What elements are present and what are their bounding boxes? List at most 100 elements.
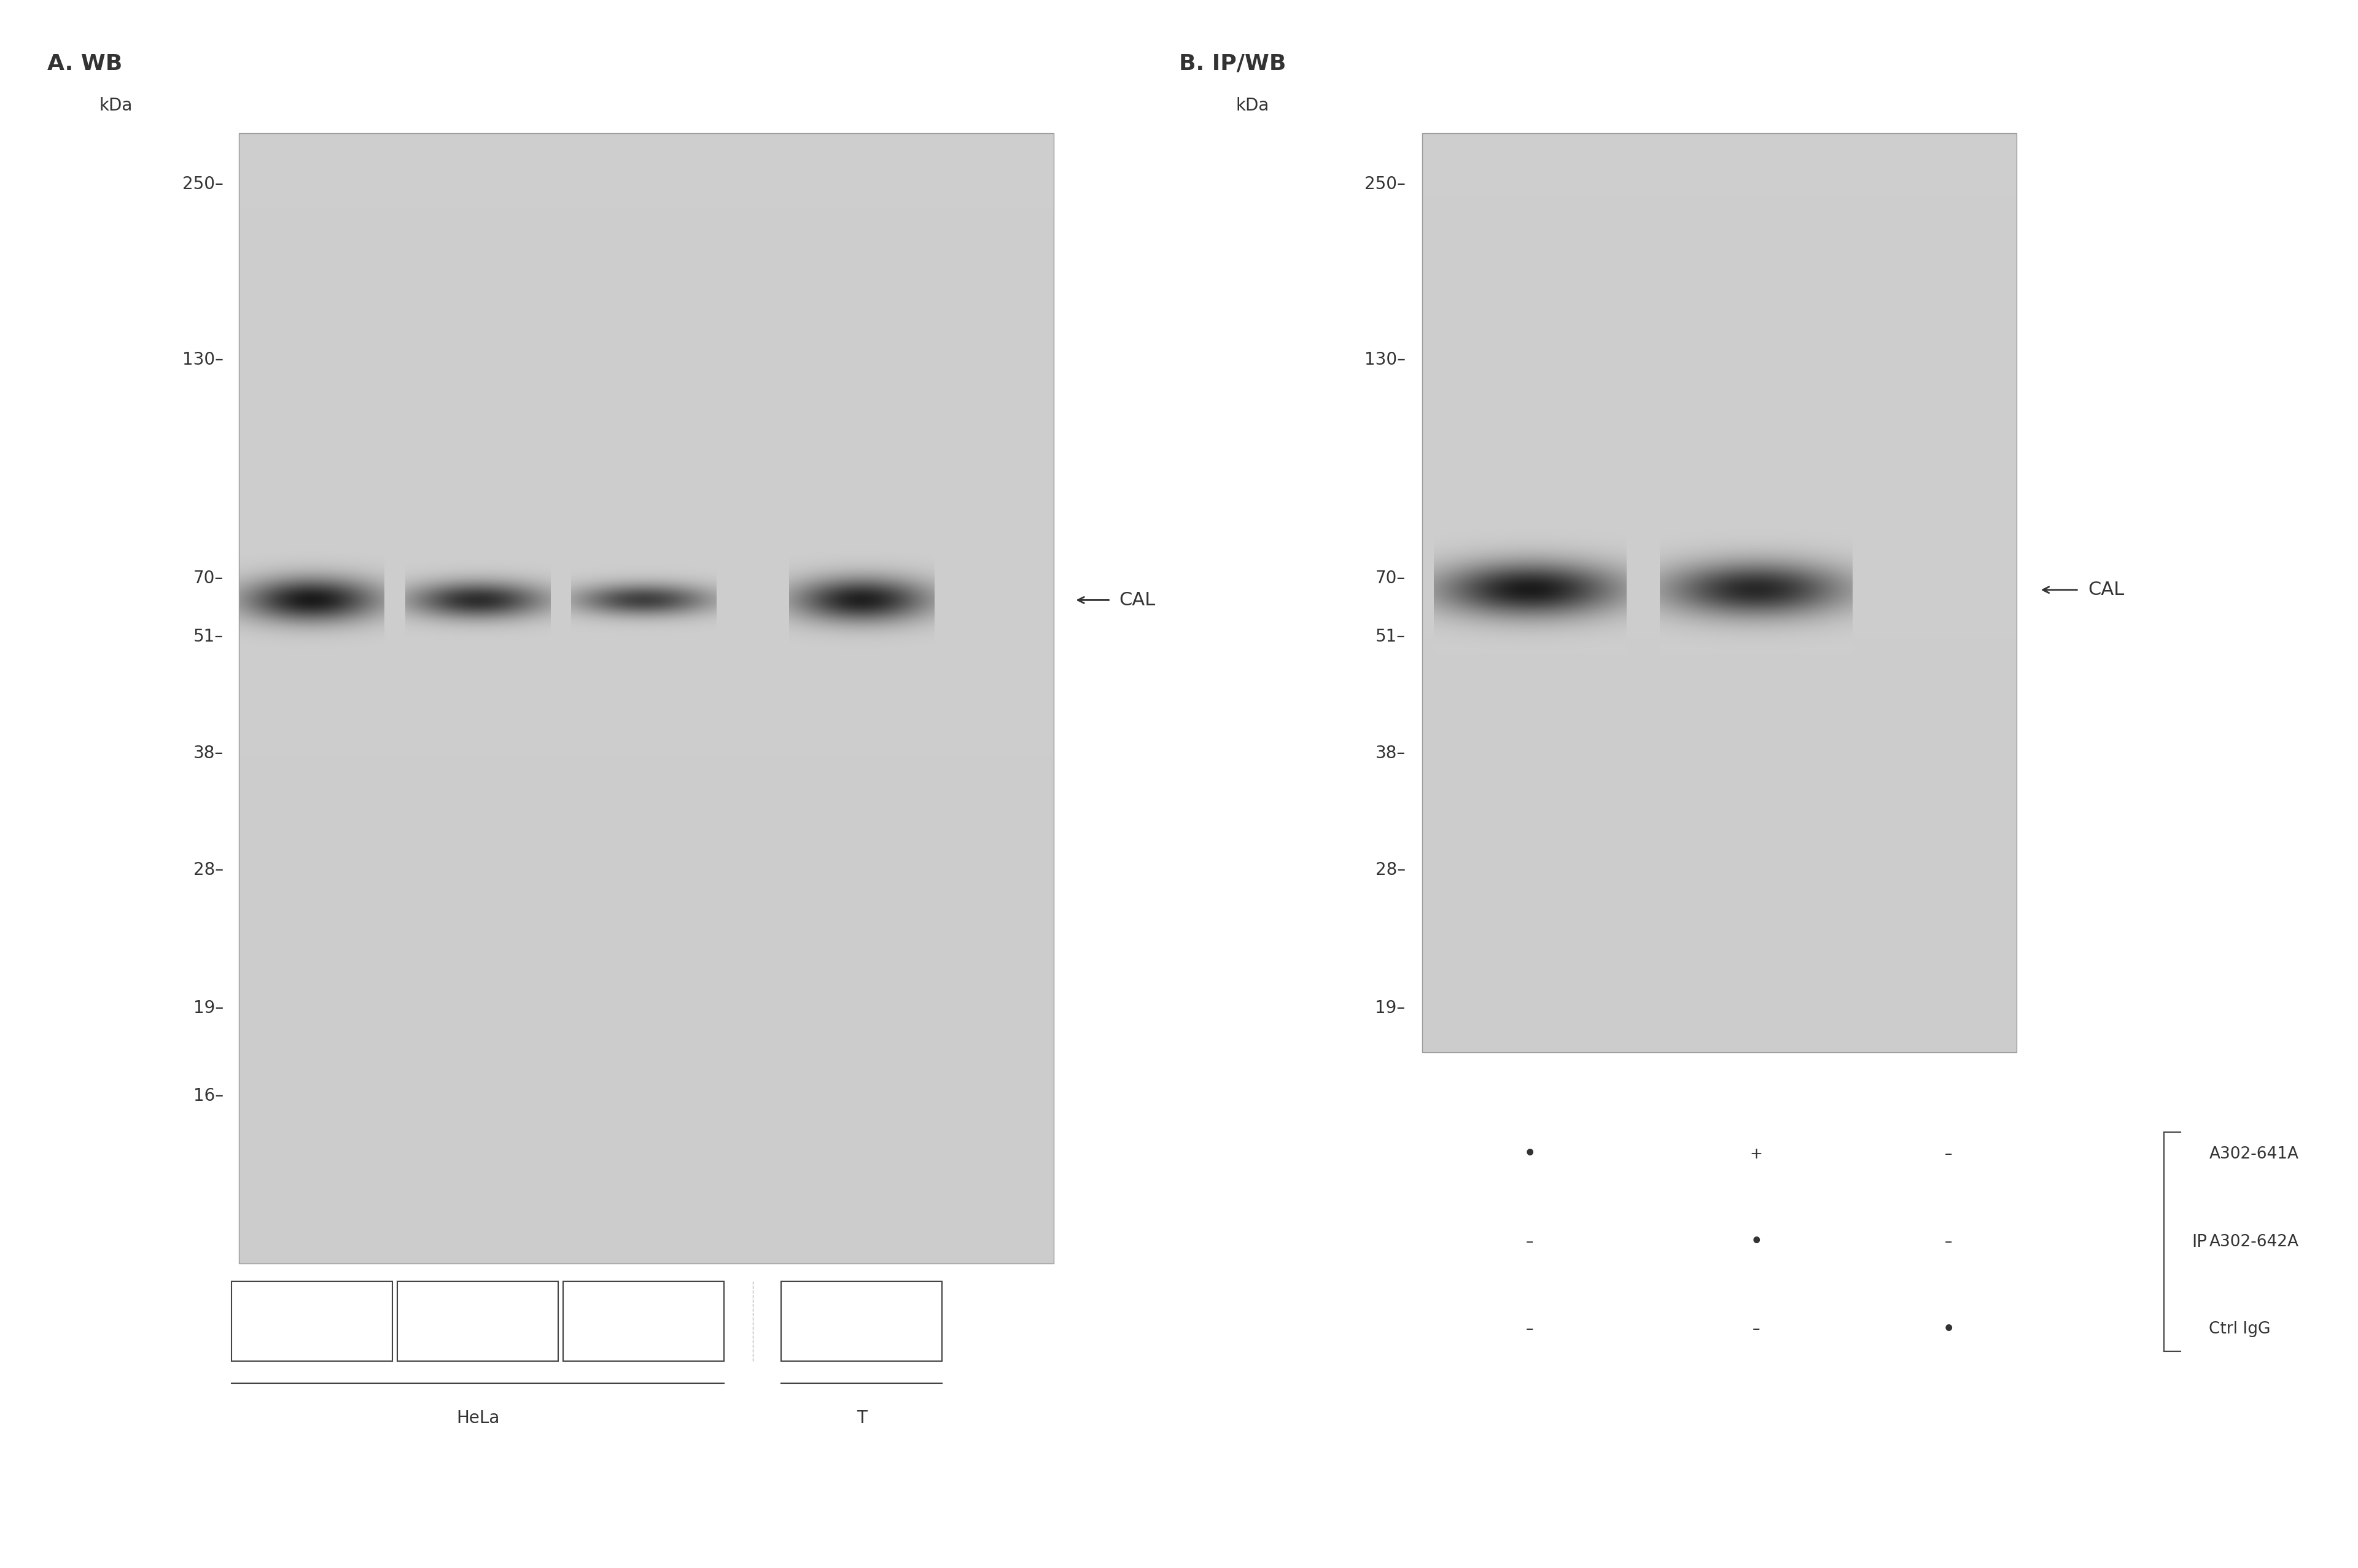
Bar: [1422, 409, 2016, 425]
Bar: [238, 491, 1054, 510]
Bar: [1422, 746, 2016, 760]
Bar: [231, 1281, 391, 1361]
Bar: [1422, 378, 2016, 394]
Bar: [238, 265, 1054, 284]
Bar: [238, 227, 1054, 246]
Text: T: T: [856, 1410, 868, 1427]
Bar: [1422, 960, 2016, 975]
Bar: [238, 1038, 1054, 1057]
Bar: [1422, 133, 2016, 1052]
Text: 28–: 28–: [1375, 861, 1405, 878]
Bar: [238, 775, 1054, 793]
Bar: [1422, 715, 2016, 731]
Bar: [564, 1281, 724, 1361]
Bar: [238, 1113, 1054, 1132]
Bar: [238, 359, 1054, 378]
Bar: [238, 340, 1054, 359]
Bar: [1422, 853, 2016, 869]
Text: 19–: 19–: [193, 1000, 224, 1018]
Bar: [1422, 240, 2016, 256]
Bar: [1422, 731, 2016, 746]
Bar: [238, 416, 1054, 434]
Bar: [238, 547, 1054, 566]
Bar: [1422, 226, 2016, 240]
Bar: [238, 378, 1054, 397]
Bar: [238, 982, 1054, 1000]
Text: 15: 15: [467, 1312, 488, 1330]
Bar: [1422, 760, 2016, 776]
Bar: [1422, 271, 2016, 287]
Bar: [1422, 884, 2016, 898]
Bar: [780, 1281, 943, 1361]
Bar: [238, 850, 1054, 869]
Text: kDa: kDa: [1236, 97, 1269, 114]
Text: 70–: 70–: [1375, 569, 1405, 586]
Bar: [1422, 532, 2016, 547]
Bar: [238, 1019, 1054, 1038]
Text: A. WB: A. WB: [47, 53, 123, 74]
Bar: [1422, 470, 2016, 486]
Bar: [238, 717, 1054, 735]
Text: +: +: [1750, 1146, 1764, 1162]
Bar: [1422, 425, 2016, 439]
Bar: [238, 604, 1054, 622]
Bar: [1422, 486, 2016, 500]
Bar: [238, 622, 1054, 641]
Bar: [1422, 303, 2016, 317]
Bar: [238, 1151, 1054, 1170]
Bar: [1422, 1036, 2016, 1052]
Bar: [1422, 975, 2016, 991]
Text: •: •: [1750, 1232, 1761, 1251]
Bar: [238, 133, 1054, 152]
Bar: [238, 906, 1054, 925]
Text: IP: IP: [2193, 1232, 2207, 1250]
Text: 250–: 250–: [1365, 176, 1405, 193]
Bar: [1422, 914, 2016, 930]
Bar: [1422, 608, 2016, 624]
Text: B. IP/WB: B. IP/WB: [1179, 53, 1285, 74]
Bar: [238, 321, 1054, 340]
Bar: [1422, 699, 2016, 715]
Bar: [1422, 317, 2016, 332]
Bar: [1422, 455, 2016, 470]
Bar: [1422, 348, 2016, 364]
Text: 38–: 38–: [1375, 745, 1405, 762]
Text: 51–: 51–: [1375, 627, 1405, 644]
Bar: [238, 1226, 1054, 1245]
Bar: [238, 453, 1054, 472]
Text: 130–: 130–: [182, 351, 224, 368]
Bar: [1422, 394, 2016, 409]
Bar: [238, 812, 1054, 831]
Bar: [238, 528, 1054, 547]
Bar: [1422, 547, 2016, 563]
Bar: [238, 641, 1054, 660]
Bar: [238, 133, 1054, 1264]
Bar: [1422, 991, 2016, 1007]
Bar: [238, 660, 1054, 679]
Bar: [1422, 654, 2016, 670]
Text: 250–: 250–: [182, 176, 224, 193]
Bar: [1422, 776, 2016, 792]
Bar: [238, 585, 1054, 604]
Bar: [1422, 869, 2016, 884]
Bar: [238, 1057, 1054, 1076]
Bar: [1422, 500, 2016, 516]
Text: kDa: kDa: [99, 97, 132, 114]
Bar: [238, 510, 1054, 528]
Bar: [238, 284, 1054, 303]
Text: 50: 50: [851, 1312, 872, 1330]
Text: 16–: 16–: [193, 1087, 224, 1104]
Bar: [238, 925, 1054, 944]
Bar: [238, 190, 1054, 209]
Bar: [238, 1094, 1054, 1113]
Text: 19–: 19–: [1375, 1000, 1405, 1018]
Text: Ctrl IgG: Ctrl IgG: [2209, 1322, 2271, 1338]
Bar: [1422, 563, 2016, 577]
Bar: [1422, 1021, 2016, 1036]
Text: 5: 5: [639, 1312, 648, 1330]
Bar: [238, 887, 1054, 906]
Bar: [238, 1207, 1054, 1226]
Bar: [1422, 930, 2016, 946]
Bar: [238, 679, 1054, 698]
Bar: [238, 566, 1054, 585]
